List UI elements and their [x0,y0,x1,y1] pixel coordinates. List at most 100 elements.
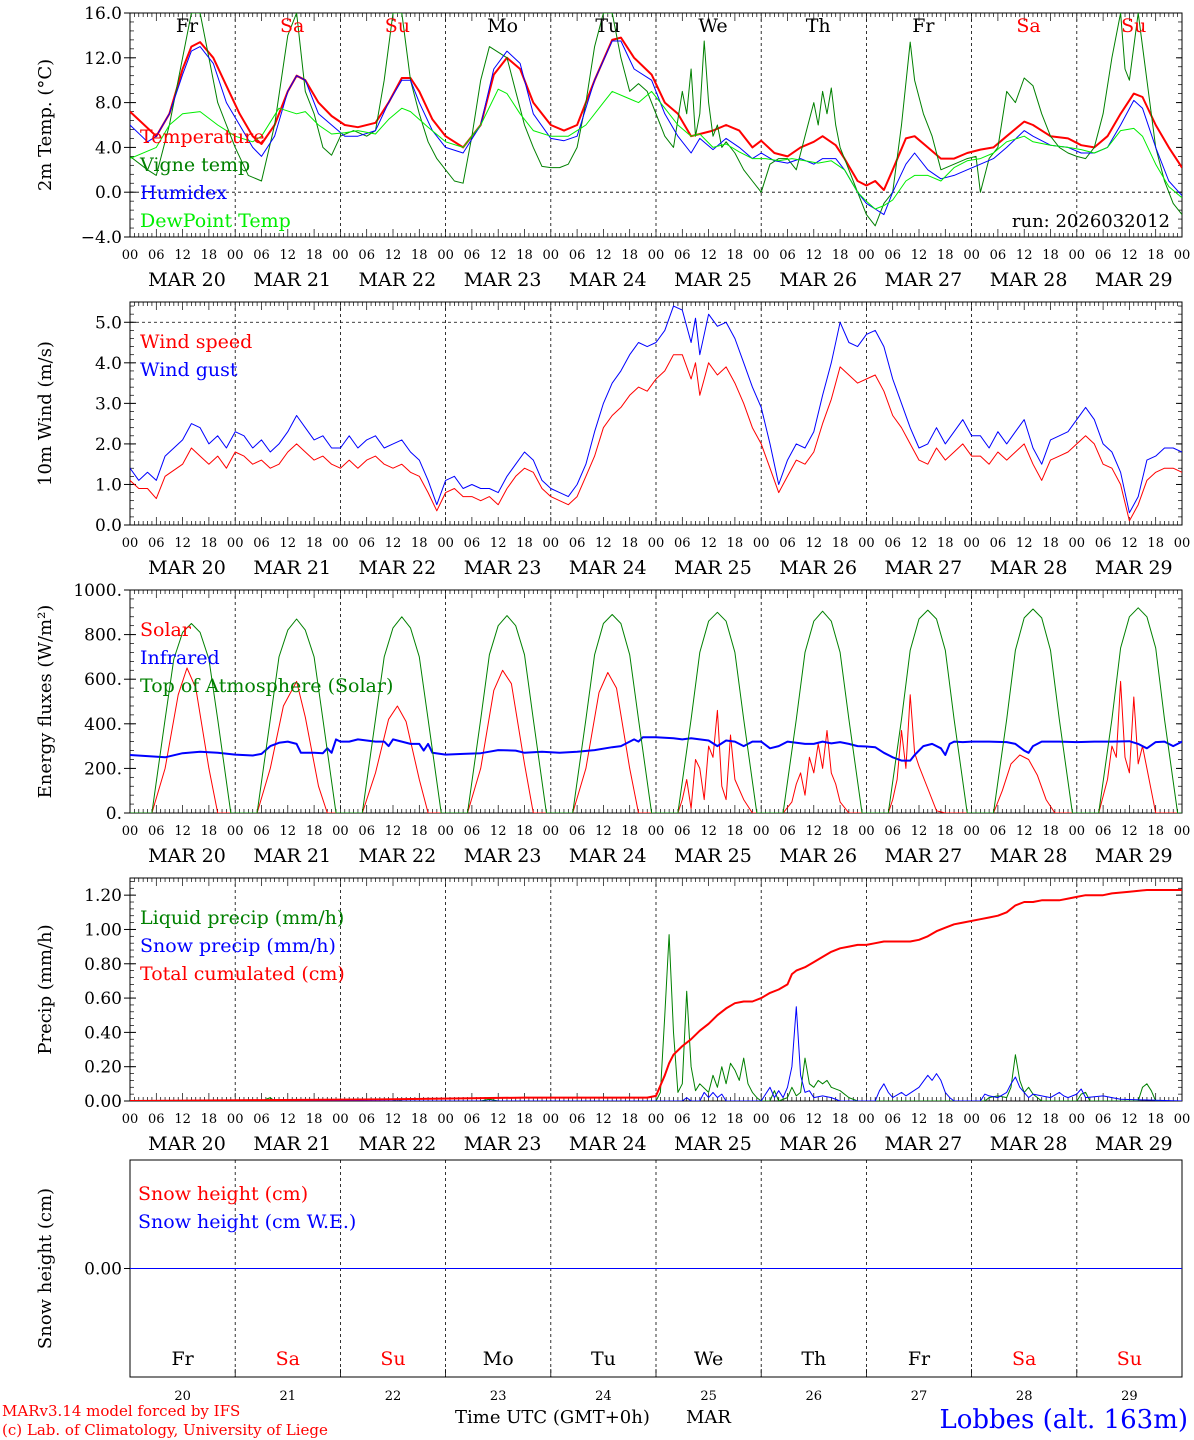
x-date-label: MAR 25 [674,1133,752,1155]
x-date-label: MAR 29 [1095,1133,1173,1155]
x-hour-label: 06 [464,536,481,551]
x-hour-label: 18 [516,824,533,839]
series-line-liquid-precip-mm-h- [130,934,1182,1101]
x-hour-label: 00 [332,824,349,839]
x-hour-label: 00 [1174,824,1191,839]
weekday-label: We [694,1348,723,1370]
x-date-label: MAR 28 [990,269,1068,291]
x-hour-label: 18 [832,824,849,839]
x-hour-label: 00 [858,536,875,551]
x-hour-label: 18 [201,248,218,263]
series-line-total-cumulated-cm- [130,889,1182,1101]
x-hour-label: 18 [727,536,744,551]
x-date-label: MAR 27 [885,1133,963,1155]
series-line-infrared [130,736,1182,762]
x-hour-label: 00 [437,248,454,263]
weekday-label: Th [806,15,831,37]
x-hour-label: 12 [174,536,191,551]
day-number: 24 [595,1389,612,1404]
plot-frame [129,12,1183,238]
legend-entry: Wind speed [140,331,252,353]
x-hour-label: 00 [753,1112,770,1127]
x-hour-label: 00 [227,536,244,551]
x-hour-label: 06 [884,824,901,839]
legend-entry: Snow height (cm) [138,1183,308,1205]
x-hour-label: 06 [1095,1112,1112,1127]
x-date-label: MAR 24 [569,1133,647,1155]
y-tick-label: 4.0 [95,354,122,374]
x-date-label: MAR 26 [779,557,857,579]
x-hour-label: 12 [1121,536,1138,551]
day-number: 23 [490,1389,507,1404]
y-tick-labels: 0.00 0.20 0.40 0.60 0.80 1.00 1.20 [84,886,122,1112]
x-hour-label: 12 [911,1112,928,1127]
x-axis-month: MAR [686,1407,731,1428]
x-hour-label: 06 [990,824,1007,839]
legend-entry: Vigne temp [139,154,250,176]
x-hour-label: 18 [306,824,323,839]
legend: Liquid precip (mm/h) Snow precip (mm/h) To… [140,907,345,985]
x-date-labels: MAR 20 MAR 21 MAR 22 MAR 23 MAR 24 MAR 25 MAR … [148,269,1173,291]
x-date-label: MAR 26 [779,845,857,867]
weekday-label: Fr [171,1348,194,1370]
weekday-label: Fr [912,15,935,37]
x-date-label: MAR 22 [359,1133,437,1155]
x-hour-label: 12 [280,248,297,263]
x-hour-label: 18 [1042,824,1059,839]
x-hour-label: 12 [806,1112,823,1127]
x-date-label: MAR 26 [779,1133,857,1155]
y-tick-label: 0.00 [84,1260,122,1280]
x-date-label: MAR 28 [990,557,1068,579]
x-hour-label: 12 [174,248,191,263]
x-hour-label: 06 [358,1112,375,1127]
x-hour-label: 06 [779,248,796,263]
weekday-label: Su [380,1348,405,1370]
x-date-label: MAR 25 [674,557,752,579]
legend-entry: Snow height (cm W.E.) [138,1211,356,1233]
y-tick-label: 1000. [73,581,122,601]
x-hour-label: 18 [201,536,218,551]
day-number: 26 [806,1389,823,1404]
x-hour-label: 00 [753,824,770,839]
x-hour-label: 06 [779,536,796,551]
x-hour-label: 06 [569,248,586,263]
legend-entry: Liquid precip (mm/h) [140,907,344,929]
x-hour-label: 00 [543,536,560,551]
x-hour-label: 12 [490,1112,507,1127]
y-axis-label: Precip (mm/h) [35,924,56,1054]
y-tick-label: 0.00 [84,1092,122,1112]
x-hour-label: 12 [490,536,507,551]
y-tick-label: 5.0 [95,313,122,333]
y-tick-label: 0. [106,804,122,824]
day-number: 25 [700,1389,717,1404]
x-hour-label: 18 [1042,1112,1059,1127]
x-hour-labels: 00 06 12 18 00 06 12 18 00 06 12 18 00 06 12 18 00 06 12 18… [122,248,1191,263]
x-hour-label: 12 [806,536,823,551]
y-tick-label: 0.40 [84,1023,122,1043]
legend: Wind speed Wind gust [140,331,252,381]
x-date-label: MAR 23 [464,557,542,579]
legend-entry: Solar [140,619,192,641]
weekday-label: Sa [1016,15,1040,37]
x-hour-label: 00 [963,248,980,263]
x-date-labels: MAR 20 MAR 21 MAR 22 MAR 23 MAR 24 MAR 25 MAR … [148,557,1173,579]
y-tick-label: −4.0 [81,228,122,248]
x-hour-label: 18 [937,1112,954,1127]
x-hour-label: 12 [700,536,717,551]
x-hour-label: 00 [122,248,139,263]
y-tick-label: 1.20 [84,886,122,906]
x-date-label: MAR 28 [990,845,1068,867]
series-line-humidex [130,40,1182,216]
x-hour-label: 00 [1174,248,1191,263]
x-hour-label: 06 [569,824,586,839]
y-tick-label: 200. [84,759,122,779]
x-hour-label: 00 [437,1112,454,1127]
day-number: 22 [385,1389,402,1404]
x-date-label: MAR 24 [569,557,647,579]
x-hour-label: 12 [806,248,823,263]
x-hour-labels: 00 06 12 18 00 06 12 18 00 06 12 18 00 06 12 18 00 06 12 18… [122,824,1191,839]
x-hour-label: 18 [727,248,744,263]
y-tick-label: 0.0 [95,183,122,203]
plot-frame [129,589,1183,814]
x-hour-label: 18 [727,1112,744,1127]
